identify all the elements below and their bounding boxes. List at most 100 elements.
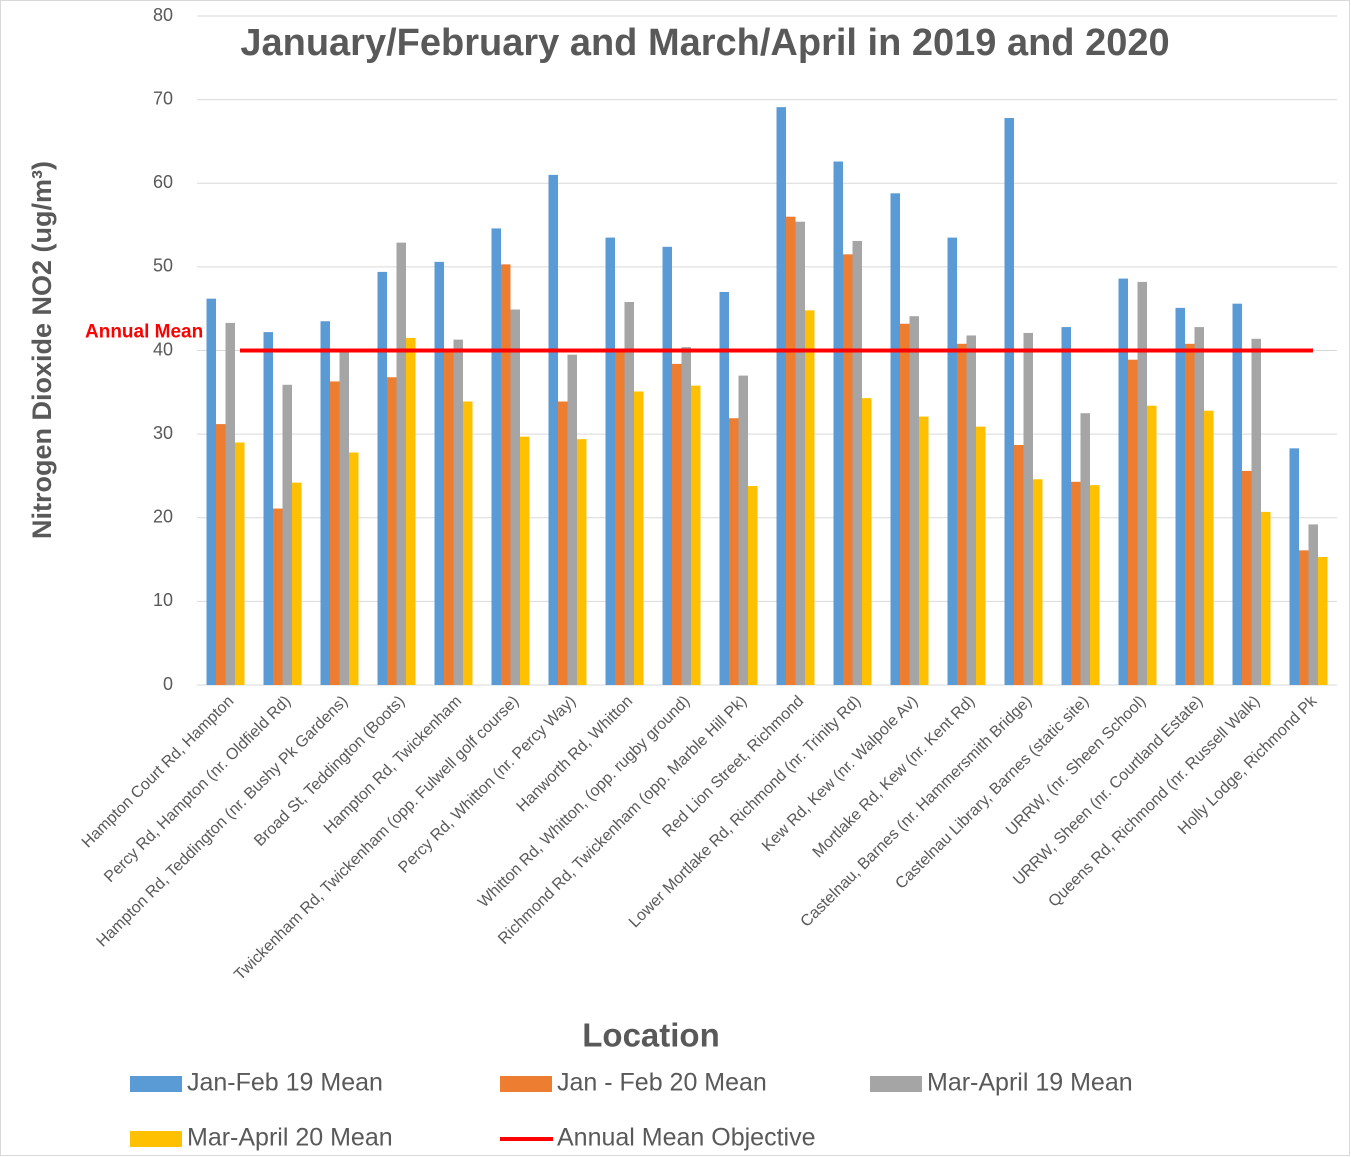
- bar: [672, 363, 682, 685]
- bar: [463, 401, 473, 685]
- bar: [396, 242, 406, 685]
- bar: [624, 301, 634, 685]
- bar: [1194, 327, 1204, 685]
- bar: [282, 384, 292, 685]
- bar: [681, 347, 691, 685]
- bar: [263, 332, 273, 685]
- bar: [1137, 281, 1147, 685]
- bar: [833, 161, 843, 685]
- y-tick-label: 40: [153, 339, 173, 359]
- bar: [453, 339, 463, 685]
- bar: [976, 426, 986, 685]
- bar: [1185, 343, 1195, 685]
- bar: [339, 350, 349, 685]
- bar: [1299, 550, 1309, 685]
- legend-label: Mar-April 19 Mean: [927, 1069, 1133, 1097]
- bar: [1251, 338, 1261, 685]
- bar: [216, 424, 226, 685]
- bar: [1128, 359, 1138, 685]
- bar: [567, 354, 577, 685]
- bar: [548, 174, 558, 685]
- bar: [786, 216, 796, 685]
- bar: [1033, 479, 1043, 685]
- bar: [235, 442, 245, 685]
- bar: [1023, 332, 1033, 685]
- bar: [1204, 410, 1214, 685]
- bar: [909, 316, 919, 685]
- y-tick-label: 20: [153, 507, 173, 527]
- reference-label: Annual Mean: [85, 322, 203, 343]
- bar: [1147, 405, 1157, 685]
- bar: [292, 482, 302, 685]
- y-tick-label: 70: [153, 88, 173, 108]
- y-tick-label: 80: [153, 5, 173, 25]
- bar: [919, 416, 929, 685]
- y-tick-label: 60: [153, 172, 173, 192]
- bar: [1118, 278, 1128, 685]
- bar: [748, 485, 758, 685]
- bar: [1232, 303, 1242, 685]
- y-axis-title: Nitrogen Dioxide NO2 (ug/m³): [27, 161, 57, 539]
- y-tick-label: 10: [153, 590, 173, 610]
- legend-swatch: [130, 1131, 182, 1147]
- bar: [862, 398, 872, 685]
- legend-label: Jan-Feb 19 Mean: [187, 1069, 383, 1097]
- legend-label: Mar-April 20 Mean: [187, 1124, 393, 1152]
- bar: [1014, 444, 1024, 685]
- bar: [273, 508, 283, 685]
- bar: [1004, 118, 1014, 685]
- bar: [852, 240, 862, 686]
- bar: [225, 322, 235, 685]
- bar: [206, 298, 216, 685]
- bar: [776, 107, 786, 686]
- chart-title: January/February and March/April in 2019…: [240, 22, 1169, 64]
- bar: [738, 375, 748, 685]
- bar: [558, 401, 568, 685]
- bar: [387, 377, 397, 685]
- bar: [491, 228, 501, 685]
- bar: [510, 309, 520, 685]
- bar: [805, 310, 815, 685]
- bar: [900, 323, 910, 685]
- bar: [330, 381, 340, 685]
- bar: [1071, 481, 1081, 685]
- bar: [520, 436, 530, 685]
- y-tick-label: 0: [163, 674, 173, 694]
- bar: [719, 291, 729, 685]
- legend-swatch: [500, 1076, 552, 1092]
- bar: [615, 348, 625, 685]
- bar: [349, 452, 359, 685]
- y-tick-label: 30: [153, 423, 173, 443]
- x-axis-title: Location: [582, 1017, 720, 1054]
- bar: [843, 254, 853, 686]
- bar: [957, 343, 967, 685]
- bar: [577, 439, 587, 685]
- bar: [729, 418, 739, 685]
- bar: [434, 261, 444, 685]
- bar: [691, 385, 701, 685]
- bar: [377, 271, 387, 685]
- bar: [1261, 511, 1271, 685]
- bar: [605, 237, 615, 685]
- bar: [320, 321, 330, 685]
- bar: [634, 391, 644, 685]
- bar: [1318, 557, 1328, 685]
- bar: [966, 335, 976, 685]
- bar: [444, 348, 454, 685]
- legend-label: Jan - Feb 20 Mean: [557, 1069, 767, 1097]
- bar: [1080, 413, 1090, 685]
- bar: [1061, 327, 1071, 685]
- bar: [1242, 470, 1252, 685]
- bar: [1308, 524, 1318, 685]
- bar: [1090, 485, 1100, 685]
- legend-label: Annual Mean Objective: [557, 1124, 815, 1152]
- bar: [406, 337, 416, 685]
- bar: [795, 221, 805, 685]
- y-tick-label: 50: [153, 256, 173, 276]
- legend-swatch: [130, 1076, 182, 1092]
- bar: [501, 264, 511, 685]
- bar: [890, 193, 900, 685]
- bar: [1289, 448, 1299, 685]
